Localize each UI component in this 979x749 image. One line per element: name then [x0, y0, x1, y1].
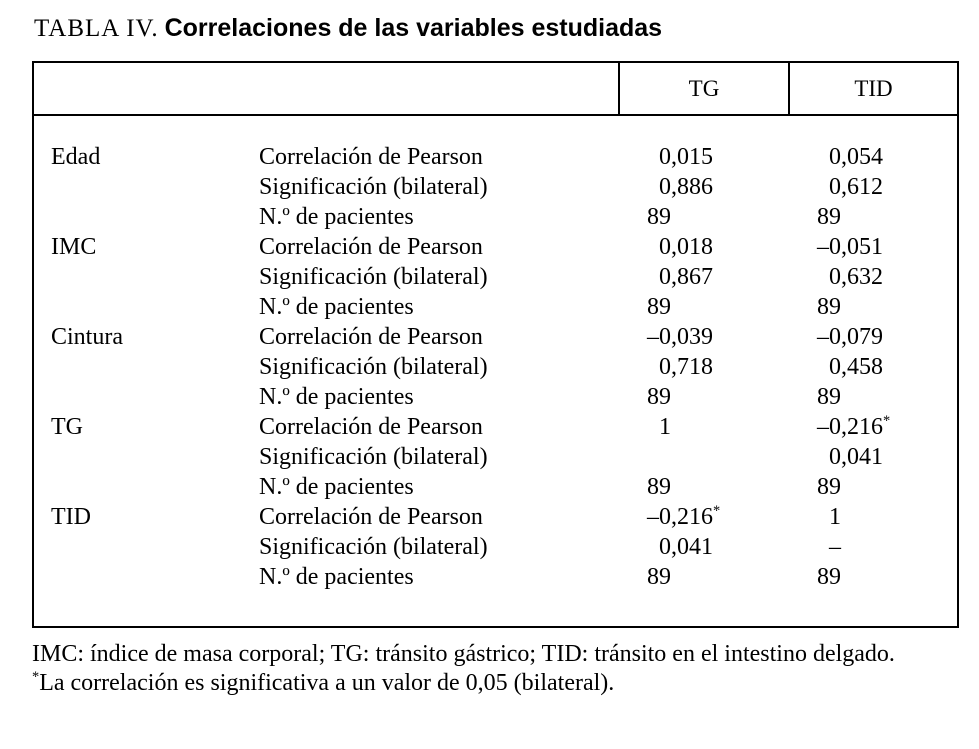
- tg-value-cell: 0,018: [659, 234, 713, 260]
- tid-value-cell: 0,612: [829, 174, 883, 200]
- table-row: Significación (bilateral) 0,886 0,612: [33, 172, 958, 202]
- table-row: N.º de pacientes 89 89: [33, 202, 958, 232]
- tg-value-cell: –0,039: [647, 324, 713, 350]
- tg-value-cell: 0,015: [659, 144, 713, 170]
- tid-value-cell: 1: [829, 504, 841, 530]
- tid-value-cell: 89: [817, 294, 841, 320]
- header-row: TG TID: [33, 62, 958, 116]
- table-row: N.º de pacientes 89 89: [33, 382, 958, 412]
- table-title-text: Correlaciones de las variables estudiada…: [164, 14, 663, 42]
- tg-value-cell: 89: [647, 384, 671, 410]
- tid-value-cell: 89: [817, 384, 841, 410]
- statistic-label-cell: Correlación de Pearson: [259, 144, 483, 170]
- table-row: IMC Correlación de Pearson 0,018 –0,051: [33, 232, 958, 262]
- statistic-label-cell: Correlación de Pearson: [259, 504, 483, 530]
- tg-value-cell: 89: [647, 204, 671, 230]
- tg-value-cell: 0,867: [659, 264, 713, 290]
- table-row: Significación (bilateral) 0,867 0,632: [33, 262, 958, 292]
- variable-cell: [33, 202, 259, 232]
- table-row: N.º de pacientes 89 89: [33, 472, 958, 502]
- tid-value-cell: –: [829, 534, 841, 560]
- footnote-abbreviations: IMC: índice de masa corporal; TG: tránsi…: [32, 641, 895, 667]
- tg-value-cell: [619, 442, 789, 472]
- table-row: N.º de pacientes 89 89: [33, 562, 958, 627]
- tid-value-cell: –0,079: [817, 324, 883, 350]
- tg-value-cell: 89: [647, 294, 671, 320]
- statistic-label-cell: N.º de pacientes: [259, 564, 414, 590]
- tid-value-cell: –0,216*: [817, 413, 891, 440]
- table-row: Significación (bilateral) 0,718 0,458: [33, 352, 958, 382]
- statistic-label-cell: N.º de pacientes: [259, 474, 414, 500]
- table-row: Significación (bilateral) 0,041: [33, 442, 958, 472]
- variable-cell: [33, 172, 259, 202]
- tid-value-cell: 89: [817, 474, 841, 500]
- statistic-label-cell: Significación (bilateral): [259, 354, 488, 380]
- tg-value-cell: 0,886: [659, 174, 713, 200]
- variable-cell: Edad: [51, 144, 101, 170]
- significance-star: *: [883, 413, 891, 429]
- tg-value-cell: 0,041: [659, 534, 713, 560]
- empty-header-cell: [33, 62, 619, 116]
- table-row: Significación (bilateral) 0,041 –: [33, 532, 958, 562]
- variable-cell: [33, 352, 259, 382]
- variable-cell: [33, 532, 259, 562]
- table-row: Edad Correlación de Pearson 0,015 0,054: [33, 115, 958, 172]
- tg-value-cell: 1: [659, 414, 671, 440]
- significance-star: *: [713, 503, 721, 519]
- table-row: TG Correlación de Pearson 1 –0,216*: [33, 412, 958, 442]
- footnotes: IMC: índice de masa corporal; TG: tránsi…: [32, 640, 957, 698]
- statistic-label-cell: Correlación de Pearson: [259, 414, 483, 440]
- col-header-tid: TID: [788, 62, 958, 116]
- tg-value-cell: 89: [647, 564, 671, 590]
- variable-cell: [33, 442, 259, 472]
- correlation-table: TG TID Edad Correlación de Pearson 0,015…: [32, 61, 959, 628]
- tid-value-cell: 0,054: [829, 144, 883, 170]
- statistic-label-cell: N.º de pacientes: [259, 294, 414, 320]
- tid-value-cell: 89: [817, 564, 841, 590]
- variable-cell: IMC: [51, 234, 97, 260]
- statistic-label-cell: Significación (bilateral): [259, 264, 488, 290]
- variable-cell: TID: [51, 504, 91, 530]
- statistic-label-cell: N.º de pacientes: [259, 204, 414, 230]
- variable-cell: [33, 382, 259, 412]
- tid-value-cell: –0,051: [817, 234, 883, 260]
- page: TABLA IV. Correlaciones de las variables …: [32, 14, 959, 698]
- statistic-label-cell: N.º de pacientes: [259, 384, 414, 410]
- variable-cell: [33, 472, 259, 502]
- variable-cell: [33, 262, 259, 292]
- tid-value-cell: 89: [817, 204, 841, 230]
- tid-value-cell: 0,458: [829, 354, 883, 380]
- footnote-significance-text: La correlación es significativa a un val…: [39, 670, 615, 696]
- variable-cell: TG: [51, 414, 83, 440]
- statistic-label-cell: Significación (bilateral): [259, 534, 488, 560]
- tid-value-cell: 0,041: [829, 444, 883, 470]
- tg-value-cell: 0,718: [659, 354, 713, 380]
- statistic-label-cell: Significación (bilateral): [259, 174, 488, 200]
- table-row: TID Correlación de Pearson –0,216* 1: [33, 502, 958, 532]
- tid-value-cell: 0,632: [829, 264, 883, 290]
- variable-cell: [33, 562, 259, 627]
- footnote-significance: *La correlación es significativa a un va…: [32, 669, 957, 698]
- table-title: TABLA IV. Correlaciones de las variables …: [34, 14, 957, 43]
- significance-star: *: [32, 669, 40, 685]
- table-number-label: TABLA IV.: [34, 15, 159, 42]
- col-header-tg: TG: [618, 62, 789, 116]
- variable-cell: [33, 292, 259, 322]
- variable-cell: Cintura: [51, 324, 123, 350]
- statistic-label-cell: Correlación de Pearson: [259, 324, 483, 350]
- table-row: Cintura Correlación de Pearson –0,039 –0…: [33, 322, 958, 352]
- table-row: N.º de pacientes 89 89: [33, 292, 958, 322]
- statistic-label-cell: Correlación de Pearson: [259, 234, 483, 260]
- tg-value-cell: 89: [647, 474, 671, 500]
- statistic-label-cell: Significación (bilateral): [259, 444, 488, 470]
- tg-value-cell: –0,216*: [647, 503, 721, 530]
